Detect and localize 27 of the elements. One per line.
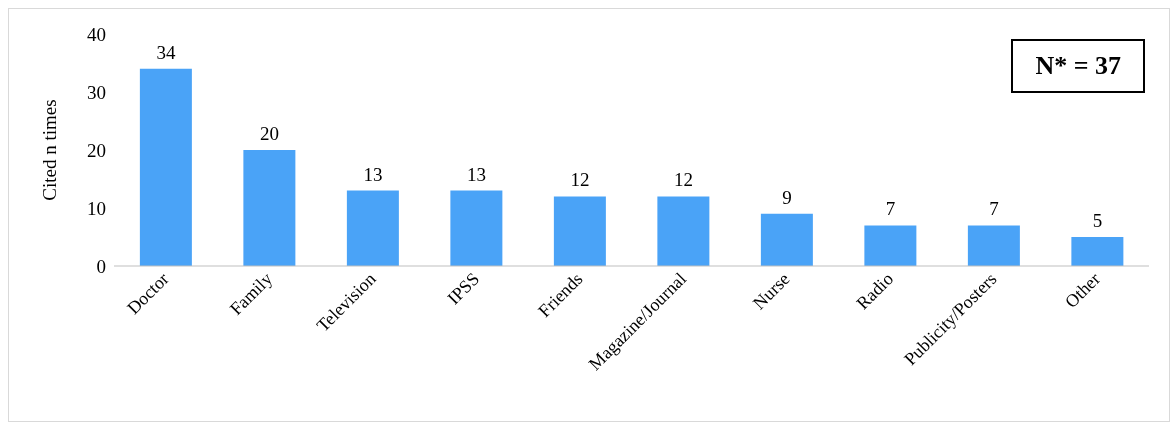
bar bbox=[657, 196, 710, 266]
bar bbox=[864, 225, 917, 266]
bar bbox=[967, 225, 1020, 266]
y-tick-label: 10 bbox=[87, 197, 106, 219]
y-tick-label: 30 bbox=[87, 81, 106, 103]
data-label: 20 bbox=[259, 123, 279, 144]
data-label: 9 bbox=[782, 186, 792, 208]
data-label: 12 bbox=[570, 169, 590, 191]
bar bbox=[346, 190, 399, 266]
data-label: 34 bbox=[156, 41, 176, 63]
data-label: 7 bbox=[989, 198, 999, 220]
annotation: N* = 37 bbox=[1011, 39, 1145, 93]
bar bbox=[450, 190, 503, 266]
data-label: 5 bbox=[1092, 210, 1103, 231]
y-tick-label: 40 bbox=[87, 23, 106, 45]
y-tick-label: 20 bbox=[87, 139, 106, 161]
bar bbox=[553, 196, 606, 266]
bar bbox=[243, 150, 296, 266]
y-tick-label: 0 bbox=[96, 255, 106, 277]
data-label: 12 bbox=[673, 169, 693, 191]
bar bbox=[760, 213, 813, 266]
bar bbox=[1071, 237, 1124, 266]
data-label: 7 bbox=[885, 198, 896, 220]
bar bbox=[139, 68, 192, 266]
y-axis-title: Cited n times bbox=[38, 99, 60, 201]
data-label: 13 bbox=[363, 163, 383, 185]
data-label: 13 bbox=[466, 163, 486, 185]
